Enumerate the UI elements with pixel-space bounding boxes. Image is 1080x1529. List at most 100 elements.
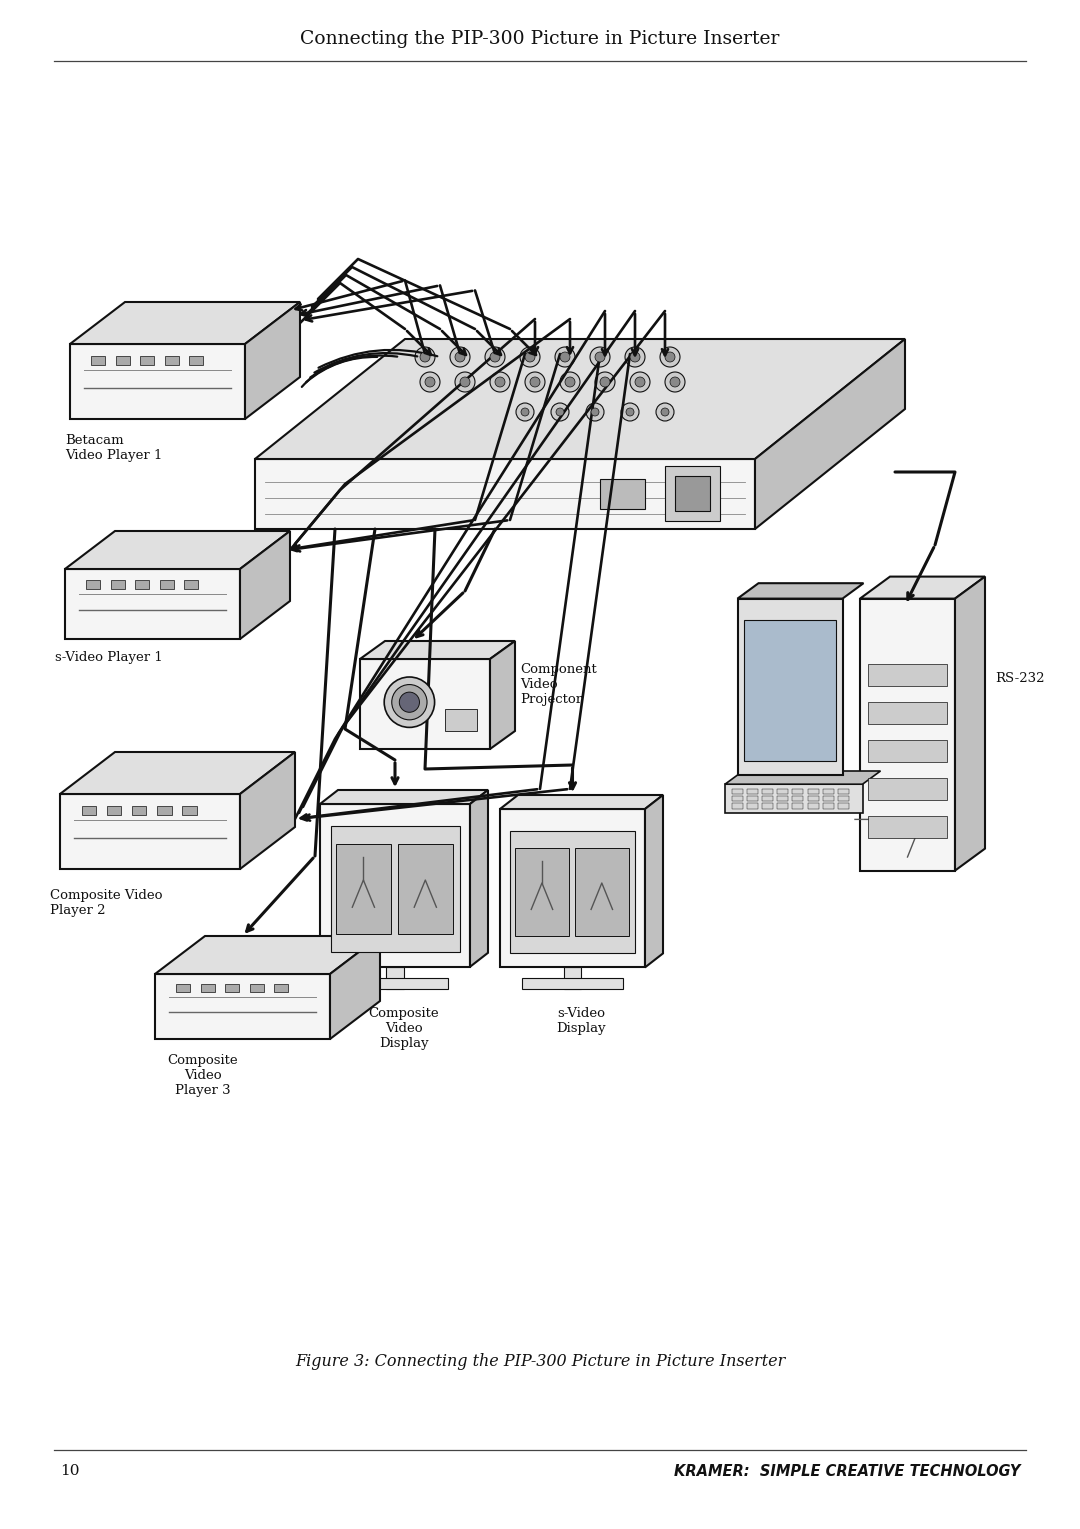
Bar [732,804,743,809]
Bar [515,847,569,936]
Bar [838,804,849,809]
Bar [189,356,203,365]
Polygon shape [470,790,488,966]
Circle shape [490,352,500,362]
Bar [116,356,130,365]
Polygon shape [240,531,291,639]
Bar [201,985,215,992]
Circle shape [556,408,564,416]
Circle shape [595,372,615,391]
Polygon shape [70,303,300,344]
Text: s-Video
Display: s-Video Display [556,1008,606,1035]
Circle shape [600,378,610,387]
Circle shape [621,404,639,420]
Circle shape [670,378,680,387]
Polygon shape [320,804,470,966]
Bar [135,579,149,589]
Bar [838,789,849,794]
Polygon shape [245,303,300,419]
Bar [600,479,645,509]
Bar [778,804,788,809]
Circle shape [490,372,510,391]
Bar [747,797,758,801]
Polygon shape [564,968,581,989]
Text: Composite
Video
Display: Composite Video Display [368,1008,440,1050]
Circle shape [495,378,505,387]
Polygon shape [156,936,380,974]
Circle shape [626,408,634,416]
Polygon shape [70,344,245,419]
Circle shape [519,347,540,367]
Circle shape [660,347,680,367]
Bar [778,789,788,794]
Bar [867,664,947,685]
Bar [808,797,819,801]
Bar [140,356,154,365]
Bar [164,356,178,365]
Bar [823,804,834,809]
Bar [762,804,773,809]
Bar [793,797,804,801]
Polygon shape [60,794,240,868]
Circle shape [561,372,580,391]
Circle shape [420,352,430,362]
Text: Connecting the PIP-300 Picture in Picture Inserter: Connecting the PIP-300 Picture in Pictur… [300,31,780,47]
Polygon shape [755,339,905,529]
Bar [753,783,827,790]
Polygon shape [955,576,985,870]
Bar [91,356,105,365]
Circle shape [630,352,640,362]
Circle shape [625,347,645,367]
Bar [675,476,710,511]
Circle shape [565,378,575,387]
Bar [330,826,459,953]
Bar [225,985,239,992]
Bar [867,816,947,838]
Circle shape [400,693,419,713]
Bar [747,804,758,809]
Circle shape [516,404,534,420]
Text: Composite Video
Player 2: Composite Video Player 2 [50,888,162,917]
Circle shape [455,352,465,362]
Bar [762,789,773,794]
Text: Composite
Video
Player 3: Composite Video Player 3 [167,1053,238,1096]
Text: Figure 3: Connecting the PIP-300 Picture in Picture Inserter: Figure 3: Connecting the PIP-300 Picture… [295,1353,785,1370]
Polygon shape [490,641,515,749]
Polygon shape [725,784,863,813]
Circle shape [665,352,675,362]
Bar [793,804,804,809]
Circle shape [485,347,505,367]
Polygon shape [860,598,955,870]
Bar [665,466,720,521]
Bar [823,789,834,794]
Bar [732,789,743,794]
Bar [397,844,453,934]
Circle shape [455,372,475,391]
Circle shape [420,372,440,391]
Bar [867,778,947,800]
Circle shape [591,408,599,416]
Polygon shape [255,339,905,459]
Bar [132,806,147,815]
Bar [778,797,788,801]
Polygon shape [522,979,623,989]
Bar [793,789,804,794]
Polygon shape [645,795,663,968]
Bar [732,797,743,801]
Polygon shape [738,598,842,775]
Circle shape [665,372,685,391]
Text: RS-232: RS-232 [995,673,1044,685]
Bar [176,985,190,992]
Bar [774,772,806,787]
Circle shape [561,352,570,362]
Bar [110,579,124,589]
Polygon shape [500,809,645,968]
Circle shape [521,408,529,416]
Circle shape [415,347,435,367]
Polygon shape [860,576,985,598]
Circle shape [656,404,674,420]
Bar [183,806,197,815]
Bar [762,797,773,801]
Polygon shape [330,936,380,1040]
Circle shape [586,404,604,420]
